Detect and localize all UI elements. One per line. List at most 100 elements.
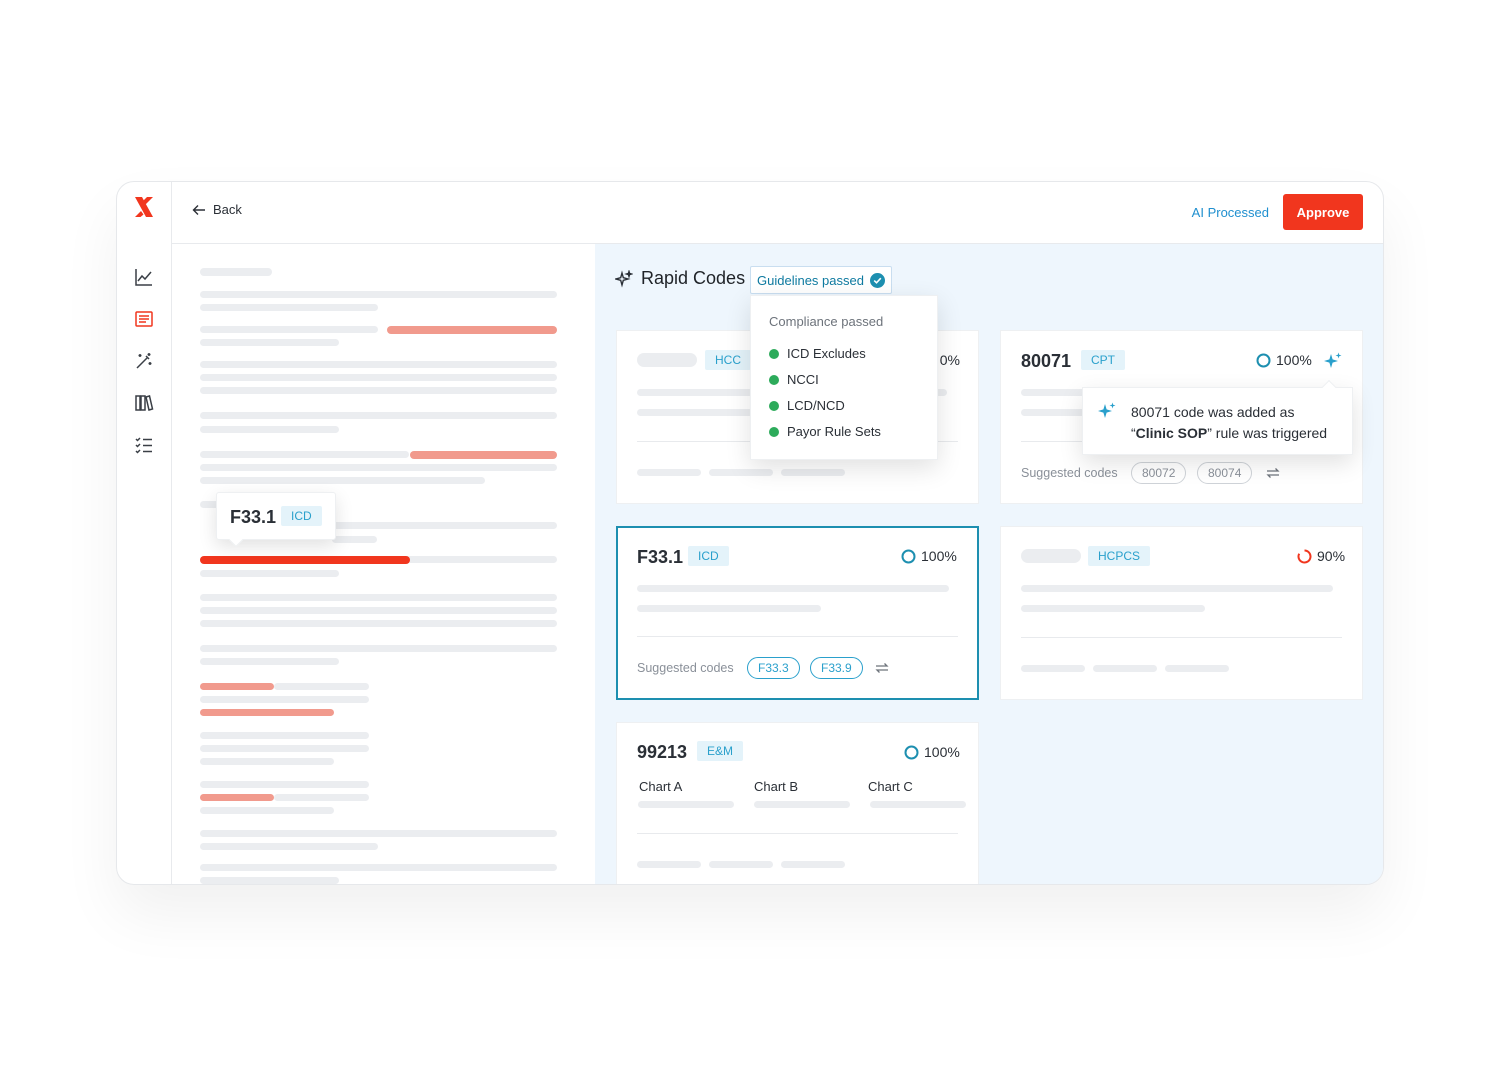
code-type-badge: HCC [705, 350, 751, 370]
doc-skeleton-line [200, 864, 557, 871]
doc-highlight-line[interactable] [200, 709, 334, 716]
suggested-code-chip[interactable]: F33.9 [810, 657, 863, 679]
confidence-value: 100% [1276, 352, 1312, 368]
approve-button[interactable]: Approve [1283, 194, 1363, 230]
confidence-value: 0% [939, 352, 960, 368]
card-skeleton [709, 861, 773, 868]
doc-skeleton-line [200, 387, 557, 394]
doc-selected-line[interactable] [200, 556, 410, 564]
doc-skeleton-line [200, 304, 378, 311]
doc-skeleton-line [200, 645, 557, 652]
tooltip-line-2: “Clinic SOP” rule was triggered [1131, 425, 1327, 441]
doc-skeleton-line [332, 522, 557, 529]
code-type-badge: CPT [1081, 350, 1125, 370]
doc-highlight-line[interactable] [200, 794, 274, 801]
card-divider [1021, 637, 1342, 638]
tooltip-rule-text: ” rule was triggered [1207, 425, 1328, 441]
confidence-indicator: 100% [904, 744, 960, 760]
ai-sparkle-icon [1098, 402, 1116, 418]
code-value: 80071 [1021, 351, 1072, 371]
doc-skeleton-line [200, 877, 339, 884]
swap-icon[interactable] [1265, 465, 1281, 481]
rapid-codes-panel: Rapid Codes Guidelines passed HCC 0% 800… [595, 244, 1383, 884]
compliance-item: LCD/NCD [769, 398, 845, 413]
check-circle-icon [869, 272, 885, 288]
suggested-code-chip[interactable]: 80072 [1131, 462, 1187, 484]
tooltip-quote-open: “ [1131, 425, 1136, 441]
doc-highlight-line[interactable] [200, 683, 274, 690]
confidence-value: 100% [924, 744, 960, 760]
code-type-badge: ICD [688, 546, 729, 566]
sop-tooltip: 80071 code was added as “Clinic SOP” rul… [1082, 379, 1353, 455]
chart-label[interactable]: Chart A [639, 779, 683, 794]
doc-skeleton-line [200, 339, 339, 346]
card-skeleton [781, 469, 845, 476]
progress-ring-icon [904, 745, 919, 759]
compliance-item-label: NCCI [787, 372, 819, 387]
compliance-popover: Compliance passed ICD Excludes NCCI LCD/… [750, 295, 938, 460]
check-icon [769, 400, 779, 411]
card-divider [637, 833, 958, 834]
compliance-item: NCCI [769, 372, 819, 387]
doc-skeleton-line [200, 758, 334, 765]
card-skeleton [637, 353, 697, 367]
top-bar: Back AI Processed Approve [172, 182, 1383, 244]
ai-processed-status: AI Processed [1191, 205, 1269, 220]
checklist-icon[interactable] [133, 434, 155, 456]
code-popover[interactable]: F33.1 ICD [216, 492, 336, 548]
magic-wand-icon[interactable] [133, 350, 155, 372]
compliance-item: Payor Rule Sets [769, 424, 881, 439]
doc-skeleton-line [200, 477, 485, 484]
section-title: Rapid Codes [641, 268, 746, 288]
swap-icon[interactable] [874, 660, 890, 676]
doc-highlight-line[interactable] [410, 451, 557, 459]
back-button[interactable]: Back [192, 202, 242, 217]
progress-ring-icon [1256, 353, 1271, 367]
suggested-codes-label: Suggested codes [1021, 466, 1118, 480]
chart-label[interactable]: Chart C [868, 779, 913, 794]
doc-highlight-line[interactable] [387, 326, 557, 334]
suggested-code-chip[interactable]: 80074 [1197, 462, 1253, 484]
doc-skeleton-line [332, 536, 377, 543]
doc-skeleton-line [274, 794, 369, 801]
doc-skeleton-line [200, 412, 557, 419]
card-skeleton [1093, 665, 1157, 672]
card-skeleton [1021, 585, 1333, 592]
card-skeleton [870, 801, 966, 808]
confidence-indicator: 90% [1297, 548, 1345, 564]
card-skeleton [709, 469, 773, 476]
app-window: Back AI Processed Approve [116, 181, 1384, 885]
card-skeleton [1021, 665, 1085, 672]
sparkle-icon [615, 269, 633, 288]
doc-skeleton-line [200, 570, 339, 577]
check-icon [769, 348, 779, 359]
progress-ring-icon [901, 549, 916, 563]
suggested-code-chip[interactable]: F33.3 [747, 657, 800, 679]
doc-skeleton-line [200, 464, 557, 471]
document-list-icon[interactable] [133, 308, 155, 330]
check-icon [769, 426, 779, 437]
code-card-em[interactable]: 99213 E&M 100% Chart A Chart B Chart C [616, 722, 979, 884]
card-skeleton [638, 801, 734, 808]
brand-logo-icon[interactable] [131, 194, 157, 220]
ai-sparkle-icon[interactable] [1323, 352, 1343, 370]
code-card-hcpcs[interactable]: HCPCS 90% [1000, 526, 1363, 700]
sidebar [117, 182, 172, 884]
chart-label[interactable]: Chart B [754, 779, 799, 794]
doc-skeleton-line [200, 830, 557, 837]
tooltip-line-1: 80071 code was added as [1131, 404, 1295, 420]
card-skeleton [637, 409, 827, 416]
section-header: Rapid Codes [615, 268, 745, 289]
doc-skeleton-line [378, 556, 557, 563]
code-card-icd[interactable]: F33.1 ICD 100% Suggested codes F33.3 F33… [616, 526, 979, 700]
doc-skeleton-line [200, 374, 557, 381]
document-panel: F33.1 ICD [172, 244, 595, 884]
compliance-header: Compliance passed [769, 314, 884, 329]
doc-skeleton-line [200, 732, 369, 739]
card-skeleton [781, 861, 845, 868]
popover-badge: ICD [281, 506, 322, 526]
suggested-codes-label: Suggested codes [637, 661, 734, 675]
line-chart-icon[interactable] [133, 266, 155, 288]
guidelines-passed-badge[interactable]: Guidelines passed [750, 266, 892, 294]
books-icon[interactable] [133, 392, 155, 414]
